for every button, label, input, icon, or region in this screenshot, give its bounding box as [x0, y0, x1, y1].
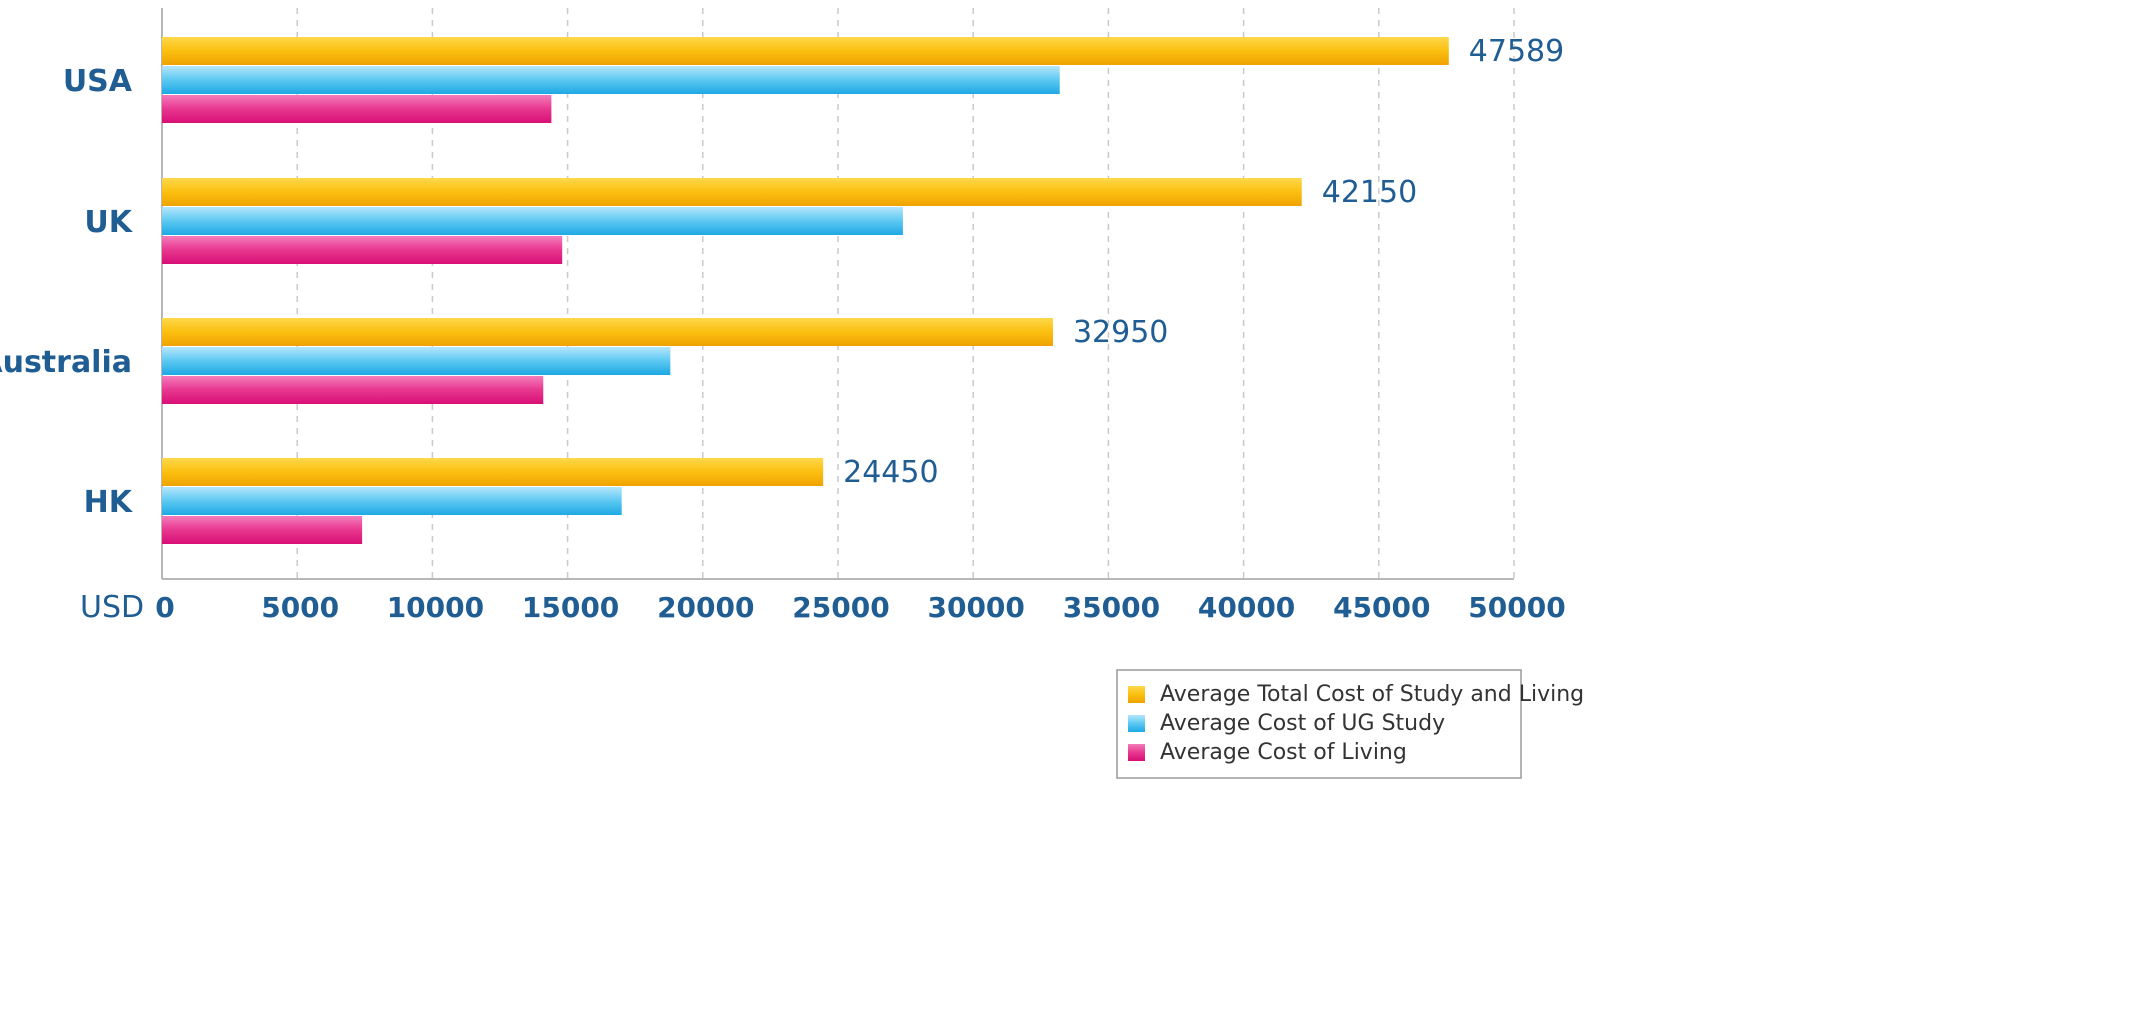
x-tick-label: 25000 — [792, 591, 889, 624]
x-tick-label: 30000 — [927, 591, 1024, 624]
legend-swatch — [1128, 744, 1145, 761]
category-label: USA — [63, 64, 133, 99]
legend-swatch — [1128, 686, 1145, 703]
data-label: 32950 — [1073, 315, 1168, 350]
x-tick-label: 0 — [155, 591, 174, 624]
bar-ug-study — [162, 207, 903, 235]
category-label: HK — [84, 485, 134, 520]
x-tick-label: 50000 — [1468, 591, 1565, 624]
bar-ug-study — [162, 66, 1060, 94]
bar-total-cost — [162, 178, 1302, 206]
legend-entry: Average Total Cost of Study and Living — [1160, 682, 1584, 707]
category-label: UK — [84, 205, 133, 240]
x-tick-label: 35000 — [1063, 591, 1160, 624]
legend-swatch — [1128, 715, 1145, 732]
x-axis-unit-label: USD — [80, 590, 144, 625]
data-label: 24450 — [843, 455, 938, 490]
bar-ug-study — [162, 487, 622, 515]
x-tick-label: 20000 — [657, 591, 754, 624]
x-tick-label: 10000 — [387, 591, 484, 624]
x-tick-label: 5000 — [261, 591, 339, 624]
data-label: 47589 — [1469, 34, 1564, 69]
bar-living-cost — [162, 95, 552, 123]
data-label: 42150 — [1322, 175, 1417, 210]
bar-living-cost — [162, 376, 544, 404]
bar-total-cost — [162, 318, 1053, 346]
x-tick-label: 40000 — [1198, 591, 1295, 624]
legend-box — [1116, 669, 1522, 779]
value-label-group: 47589 42150 32950 24450 — [843, 34, 1564, 490]
category-label: Australia — [0, 345, 132, 380]
bar-total-cost — [162, 458, 824, 486]
x-tick-label-group: 0 5000 10000 15000 20000 25000 30000 35000 40000… — [155, 591, 1565, 624]
legend: Average Total Cost of Study and Living Av… — [1116, 669, 1584, 779]
category-label-group: USA UK Australia HK — [0, 64, 134, 520]
bar-ug-study — [162, 347, 671, 375]
bar-total-cost — [162, 37, 1449, 65]
x-tick-label: 45000 — [1333, 591, 1430, 624]
bar-living-cost — [162, 516, 363, 544]
bar-group — [162, 37, 1449, 544]
bar-living-cost — [162, 236, 563, 264]
legend-entry: Average Cost of Living — [1160, 740, 1407, 765]
x-tick-label: 15000 — [522, 591, 619, 624]
legend-entry: Average Cost of UG Study — [1160, 711, 1445, 736]
